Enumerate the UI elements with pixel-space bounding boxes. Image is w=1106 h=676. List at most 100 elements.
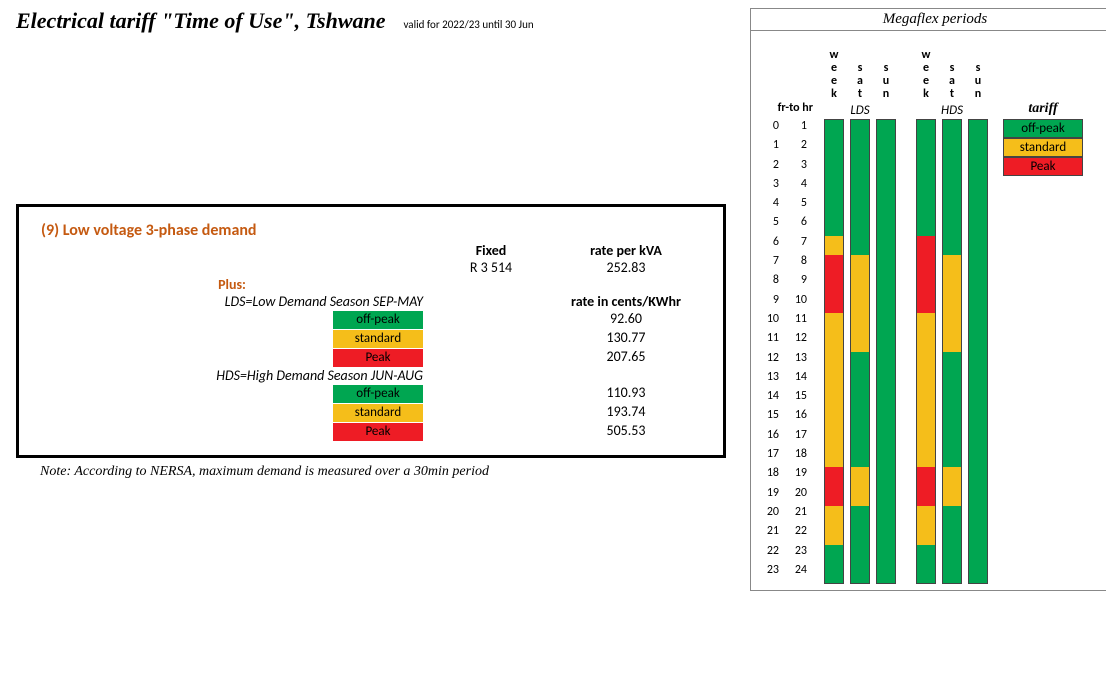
period-cell bbox=[969, 255, 987, 274]
legend-item-standard: standard bbox=[1003, 138, 1083, 157]
period-cell bbox=[851, 139, 869, 158]
period-cell bbox=[825, 294, 843, 313]
period-bar bbox=[942, 119, 962, 584]
period-cell bbox=[917, 545, 935, 564]
period-cell bbox=[943, 255, 961, 274]
title-row: Electrical tariff "Time of Use", Tshwane… bbox=[16, 8, 726, 34]
footnote: Note: According to NERSA, maximum demand… bbox=[16, 464, 726, 480]
period-cell bbox=[917, 409, 935, 428]
period-cell bbox=[969, 487, 987, 506]
period-cell bbox=[825, 525, 843, 544]
period-cell bbox=[851, 429, 869, 448]
period-cell bbox=[851, 448, 869, 467]
period-cell bbox=[917, 467, 935, 486]
period-cell bbox=[943, 274, 961, 293]
period-cell bbox=[877, 216, 895, 235]
hour-row: 1213 bbox=[755, 351, 817, 370]
period-cell bbox=[825, 506, 843, 525]
period-cell bbox=[877, 564, 895, 583]
day-header: sun bbox=[883, 33, 889, 101]
day-column: sun bbox=[875, 33, 897, 584]
period-cell bbox=[851, 525, 869, 544]
day-header: sat bbox=[857, 33, 863, 101]
period-cell bbox=[943, 545, 961, 564]
period-cell bbox=[877, 390, 895, 409]
period-bar bbox=[850, 119, 870, 584]
period-bar bbox=[916, 119, 936, 584]
period-cell bbox=[943, 371, 961, 390]
hour-row: 2122 bbox=[755, 524, 817, 543]
period-cell bbox=[877, 409, 895, 428]
period-cell bbox=[877, 120, 895, 139]
period-cell bbox=[917, 236, 935, 255]
day-column: week bbox=[823, 33, 845, 584]
period-cell bbox=[969, 390, 987, 409]
hour-row: 1920 bbox=[755, 486, 817, 505]
plus-row: Plus: bbox=[41, 276, 701, 293]
right-column: Megaflex periods fr-to hr 01122334455667… bbox=[750, 8, 1106, 591]
hour-row: 1516 bbox=[755, 408, 817, 427]
period-cell bbox=[917, 487, 935, 506]
hour-row: 1718 bbox=[755, 447, 817, 466]
hds-group: weeksatHDSsun bbox=[915, 33, 993, 584]
period-cell bbox=[917, 332, 935, 351]
hds-label: HDS=High Demand Season JUN-AUG bbox=[41, 367, 431, 384]
period-cell bbox=[851, 197, 869, 216]
period-cell bbox=[943, 159, 961, 178]
period-cell bbox=[943, 506, 961, 525]
rate-row: standard193.74 bbox=[41, 403, 701, 422]
rate-kwh-hdr: rate in cents/KWhr bbox=[551, 293, 701, 310]
rate-value: 130.77 bbox=[551, 329, 701, 348]
megaflex-panel: Megaflex periods fr-to hr 01122334455667… bbox=[750, 8, 1106, 591]
period-cell bbox=[851, 294, 869, 313]
period-cell bbox=[851, 390, 869, 409]
hour-row: 2324 bbox=[755, 563, 817, 582]
period-cell bbox=[943, 313, 961, 332]
period-cell bbox=[969, 274, 987, 293]
period-cell bbox=[851, 467, 869, 486]
period-cell bbox=[851, 371, 869, 390]
period-cell bbox=[851, 159, 869, 178]
period-cell bbox=[825, 390, 843, 409]
hds-label-row: HDS=High Demand Season JUN-AUG bbox=[41, 367, 701, 384]
rate-value: 207.65 bbox=[551, 348, 701, 367]
rate-row: Peak505.53 bbox=[41, 422, 701, 441]
period-cell bbox=[969, 139, 987, 158]
hour-row: 1415 bbox=[755, 389, 817, 408]
period-cell bbox=[825, 178, 843, 197]
page: Electrical tariff "Time of Use", Tshwane… bbox=[16, 8, 1090, 591]
period-cell bbox=[851, 506, 869, 525]
period-cell bbox=[969, 313, 987, 332]
tariff-chip-standard: standard bbox=[333, 330, 423, 348]
period-cell bbox=[969, 216, 987, 235]
period-bar bbox=[968, 119, 988, 584]
tariff-box: (9) Low voltage 3-phase demand Fixed rat… bbox=[16, 204, 726, 458]
period-cell bbox=[825, 197, 843, 216]
period-cell bbox=[943, 467, 961, 486]
period-cell bbox=[969, 236, 987, 255]
hour-row: 910 bbox=[755, 293, 817, 312]
period-cell bbox=[943, 448, 961, 467]
period-cell bbox=[943, 525, 961, 544]
period-cell bbox=[825, 564, 843, 583]
rate-row: off-peak92.60 bbox=[41, 310, 701, 329]
period-cell bbox=[851, 236, 869, 255]
period-cell bbox=[825, 313, 843, 332]
period-cell bbox=[917, 506, 935, 525]
period-cell bbox=[851, 313, 869, 332]
hour-row: 45 bbox=[755, 196, 817, 215]
period-cell bbox=[917, 525, 935, 544]
period-cell bbox=[917, 120, 935, 139]
period-cell bbox=[917, 564, 935, 583]
period-bar bbox=[876, 119, 896, 584]
period-cell bbox=[969, 371, 987, 390]
header-row: Fixed rate per kVA bbox=[41, 242, 701, 259]
period-cell bbox=[877, 332, 895, 351]
period-cell bbox=[917, 255, 935, 274]
period-cell bbox=[851, 564, 869, 583]
hour-row: 1314 bbox=[755, 370, 817, 389]
period-cell bbox=[969, 429, 987, 448]
period-cell bbox=[917, 274, 935, 293]
period-cell bbox=[917, 390, 935, 409]
tariff-legend: tariff off-peakstandardPeak bbox=[1003, 33, 1083, 584]
